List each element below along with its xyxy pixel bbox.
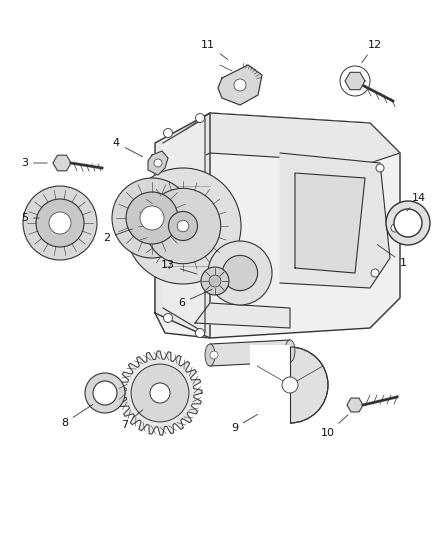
Text: 6: 6 (178, 289, 212, 308)
Circle shape (125, 168, 241, 284)
Circle shape (85, 373, 125, 413)
Circle shape (394, 209, 422, 237)
Circle shape (163, 128, 173, 138)
Circle shape (23, 186, 97, 260)
Text: 11: 11 (201, 40, 228, 59)
Polygon shape (155, 113, 400, 338)
Circle shape (195, 114, 205, 123)
Ellipse shape (285, 340, 295, 362)
Polygon shape (155, 113, 210, 338)
Circle shape (252, 347, 328, 423)
Text: 14: 14 (407, 193, 426, 211)
Circle shape (208, 241, 272, 305)
Ellipse shape (205, 344, 215, 366)
Circle shape (112, 178, 192, 258)
Circle shape (223, 255, 258, 290)
Circle shape (150, 383, 170, 403)
Text: 2: 2 (103, 229, 132, 243)
Polygon shape (295, 173, 365, 273)
Circle shape (177, 220, 189, 232)
Circle shape (36, 199, 84, 247)
Bar (250, 345, 290, 425)
Text: 13: 13 (161, 260, 198, 274)
Polygon shape (280, 153, 390, 288)
Polygon shape (195, 303, 290, 328)
Circle shape (371, 269, 379, 277)
Polygon shape (148, 151, 168, 175)
Circle shape (140, 206, 164, 230)
Circle shape (93, 381, 117, 405)
Circle shape (163, 313, 173, 322)
Text: 8: 8 (61, 405, 93, 428)
Text: 9: 9 (231, 414, 258, 433)
Circle shape (376, 164, 384, 172)
Text: 10: 10 (321, 415, 348, 438)
Polygon shape (165, 113, 400, 173)
Polygon shape (347, 398, 363, 412)
Polygon shape (53, 155, 71, 171)
Circle shape (154, 159, 162, 167)
Text: 7: 7 (121, 410, 143, 430)
Circle shape (201, 267, 229, 295)
Polygon shape (210, 340, 290, 366)
Circle shape (210, 351, 218, 359)
Polygon shape (218, 65, 262, 105)
Circle shape (131, 364, 189, 422)
Text: 5: 5 (21, 213, 39, 223)
Circle shape (282, 377, 298, 393)
Circle shape (391, 224, 399, 232)
Polygon shape (345, 72, 365, 90)
Text: 1: 1 (377, 245, 407, 268)
Polygon shape (163, 118, 205, 333)
Circle shape (126, 192, 178, 244)
Text: 3: 3 (21, 158, 47, 168)
Circle shape (169, 212, 198, 240)
Text: 12: 12 (362, 40, 382, 63)
Text: 4: 4 (113, 138, 142, 157)
Circle shape (195, 328, 205, 337)
Circle shape (209, 275, 221, 287)
Circle shape (145, 188, 221, 264)
Circle shape (386, 201, 430, 245)
Circle shape (234, 79, 246, 91)
Polygon shape (118, 351, 202, 435)
Circle shape (49, 212, 71, 234)
